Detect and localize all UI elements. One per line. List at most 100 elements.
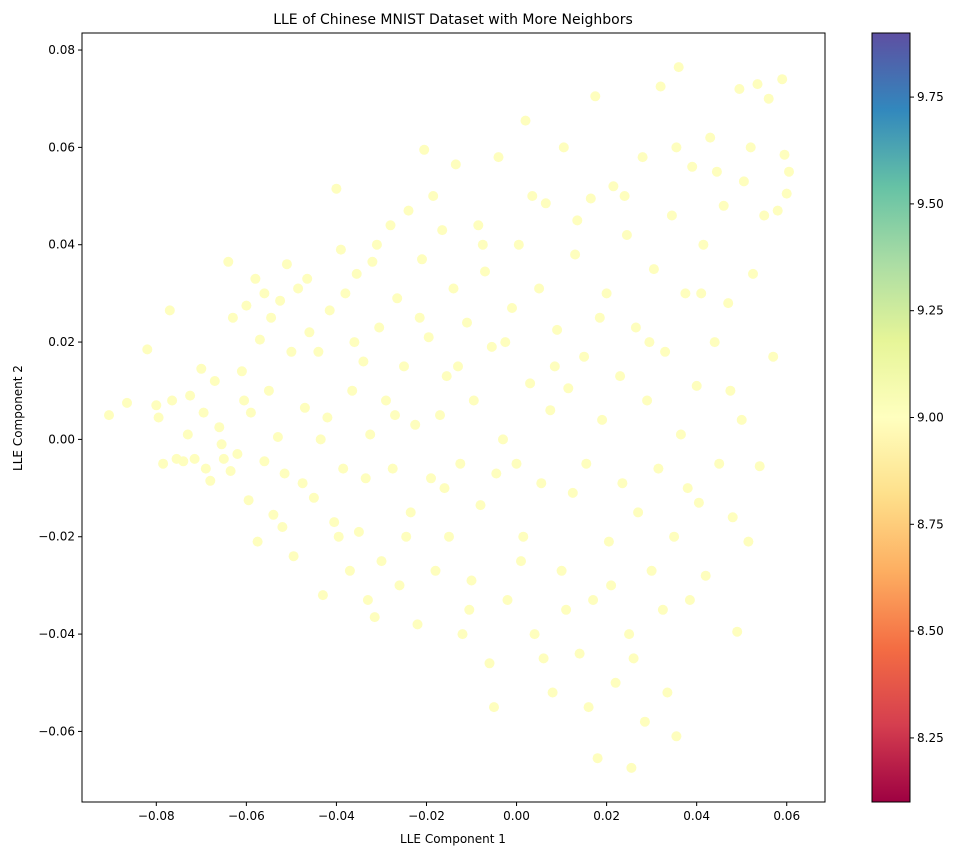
data-point bbox=[743, 536, 754, 547]
data-point bbox=[538, 653, 549, 664]
data-point bbox=[572, 215, 583, 226]
data-point bbox=[358, 356, 369, 367]
x-tick-label: 0.04 bbox=[683, 809, 710, 823]
data-point bbox=[536, 478, 547, 489]
data-point bbox=[441, 371, 452, 382]
data-point bbox=[684, 595, 695, 605]
data-point bbox=[430, 565, 441, 576]
data-point bbox=[259, 288, 270, 299]
data-point bbox=[417, 254, 427, 265]
data-point bbox=[718, 200, 729, 211]
data-point bbox=[633, 507, 644, 518]
data-point bbox=[687, 161, 698, 172]
data-point bbox=[288, 551, 299, 562]
data-point bbox=[344, 565, 355, 576]
data-point bbox=[763, 93, 774, 104]
data-point bbox=[304, 327, 315, 338]
data-point bbox=[547, 687, 558, 698]
data-point bbox=[299, 402, 310, 413]
data-point bbox=[401, 531, 412, 542]
data-point bbox=[464, 604, 475, 615]
x-tick-label: −0.04 bbox=[318, 809, 355, 823]
x-axis-label: LLE Component 1 bbox=[400, 832, 506, 846]
data-point bbox=[738, 176, 749, 187]
data-point bbox=[520, 115, 531, 126]
y-axis: −0.06 −0.04 −0.02 0.00 0.02 0.04 0.06 0.08 bbox=[38, 43, 82, 738]
data-point bbox=[579, 351, 590, 362]
data-point bbox=[403, 205, 414, 216]
data-point bbox=[484, 658, 495, 669]
data-point bbox=[216, 439, 227, 450]
data-point bbox=[597, 414, 608, 425]
data-point bbox=[185, 390, 196, 401]
x-tick-label: −0.06 bbox=[228, 809, 265, 823]
data-point bbox=[293, 283, 304, 294]
data-point bbox=[617, 478, 628, 489]
data-point bbox=[511, 458, 522, 469]
y-tick-label: 0.06 bbox=[48, 140, 75, 154]
data-point bbox=[338, 463, 349, 474]
data-point bbox=[466, 575, 477, 586]
colorbar-tick-label: 9.25 bbox=[917, 304, 944, 318]
data-point bbox=[725, 385, 736, 396]
data-point bbox=[444, 531, 454, 542]
data-point bbox=[592, 753, 603, 764]
data-point bbox=[227, 312, 238, 323]
data-point bbox=[570, 249, 581, 260]
data-point bbox=[351, 268, 362, 279]
data-point bbox=[486, 341, 497, 352]
data-point bbox=[362, 595, 373, 605]
data-point bbox=[777, 74, 788, 85]
data-point bbox=[468, 395, 479, 406]
data-point bbox=[583, 702, 594, 713]
data-point bbox=[254, 334, 265, 345]
data-point bbox=[423, 332, 434, 343]
data-point bbox=[399, 361, 409, 372]
data-point bbox=[281, 259, 292, 270]
data-point bbox=[335, 244, 346, 255]
data-point bbox=[239, 395, 250, 406]
data-point bbox=[286, 346, 297, 357]
data-point bbox=[394, 580, 405, 591]
data-point bbox=[752, 79, 763, 90]
data-point bbox=[489, 702, 499, 713]
data-point bbox=[387, 463, 398, 474]
data-point bbox=[333, 531, 344, 542]
data-point bbox=[448, 283, 459, 294]
data-point bbox=[340, 288, 351, 299]
data-point bbox=[209, 376, 220, 386]
data-point bbox=[734, 84, 745, 94]
data-point bbox=[142, 344, 153, 355]
data-point bbox=[214, 422, 225, 433]
data-point bbox=[567, 487, 578, 498]
data-point bbox=[781, 188, 792, 199]
data-point bbox=[475, 500, 486, 511]
data-point bbox=[639, 716, 650, 727]
data-point bbox=[671, 142, 682, 153]
colorbar-tick-label: 9.00 bbox=[917, 411, 944, 425]
data-point bbox=[315, 434, 326, 445]
x-tick-label: 0.00 bbox=[503, 809, 530, 823]
data-point bbox=[263, 385, 274, 396]
data-point bbox=[225, 466, 236, 476]
data-point bbox=[252, 536, 263, 547]
data-point bbox=[347, 385, 358, 396]
data-point bbox=[615, 371, 626, 382]
colorbar-tick-label: 9.75 bbox=[917, 90, 944, 104]
data-point bbox=[603, 536, 614, 547]
data-point bbox=[594, 312, 605, 323]
data-point bbox=[711, 166, 722, 177]
data-point bbox=[153, 412, 164, 423]
data-point bbox=[682, 483, 693, 494]
data-point bbox=[513, 239, 524, 250]
data-point bbox=[313, 346, 324, 357]
data-point bbox=[581, 458, 592, 469]
data-point bbox=[657, 604, 668, 615]
data-point bbox=[374, 322, 385, 333]
x-axis: −0.08 −0.06 −0.04 −0.02 0.00 0.02 0.04 0.06 bbox=[138, 802, 800, 823]
data-point bbox=[245, 407, 256, 418]
data-point bbox=[646, 565, 657, 576]
data-point bbox=[437, 225, 448, 236]
data-point bbox=[178, 456, 189, 467]
